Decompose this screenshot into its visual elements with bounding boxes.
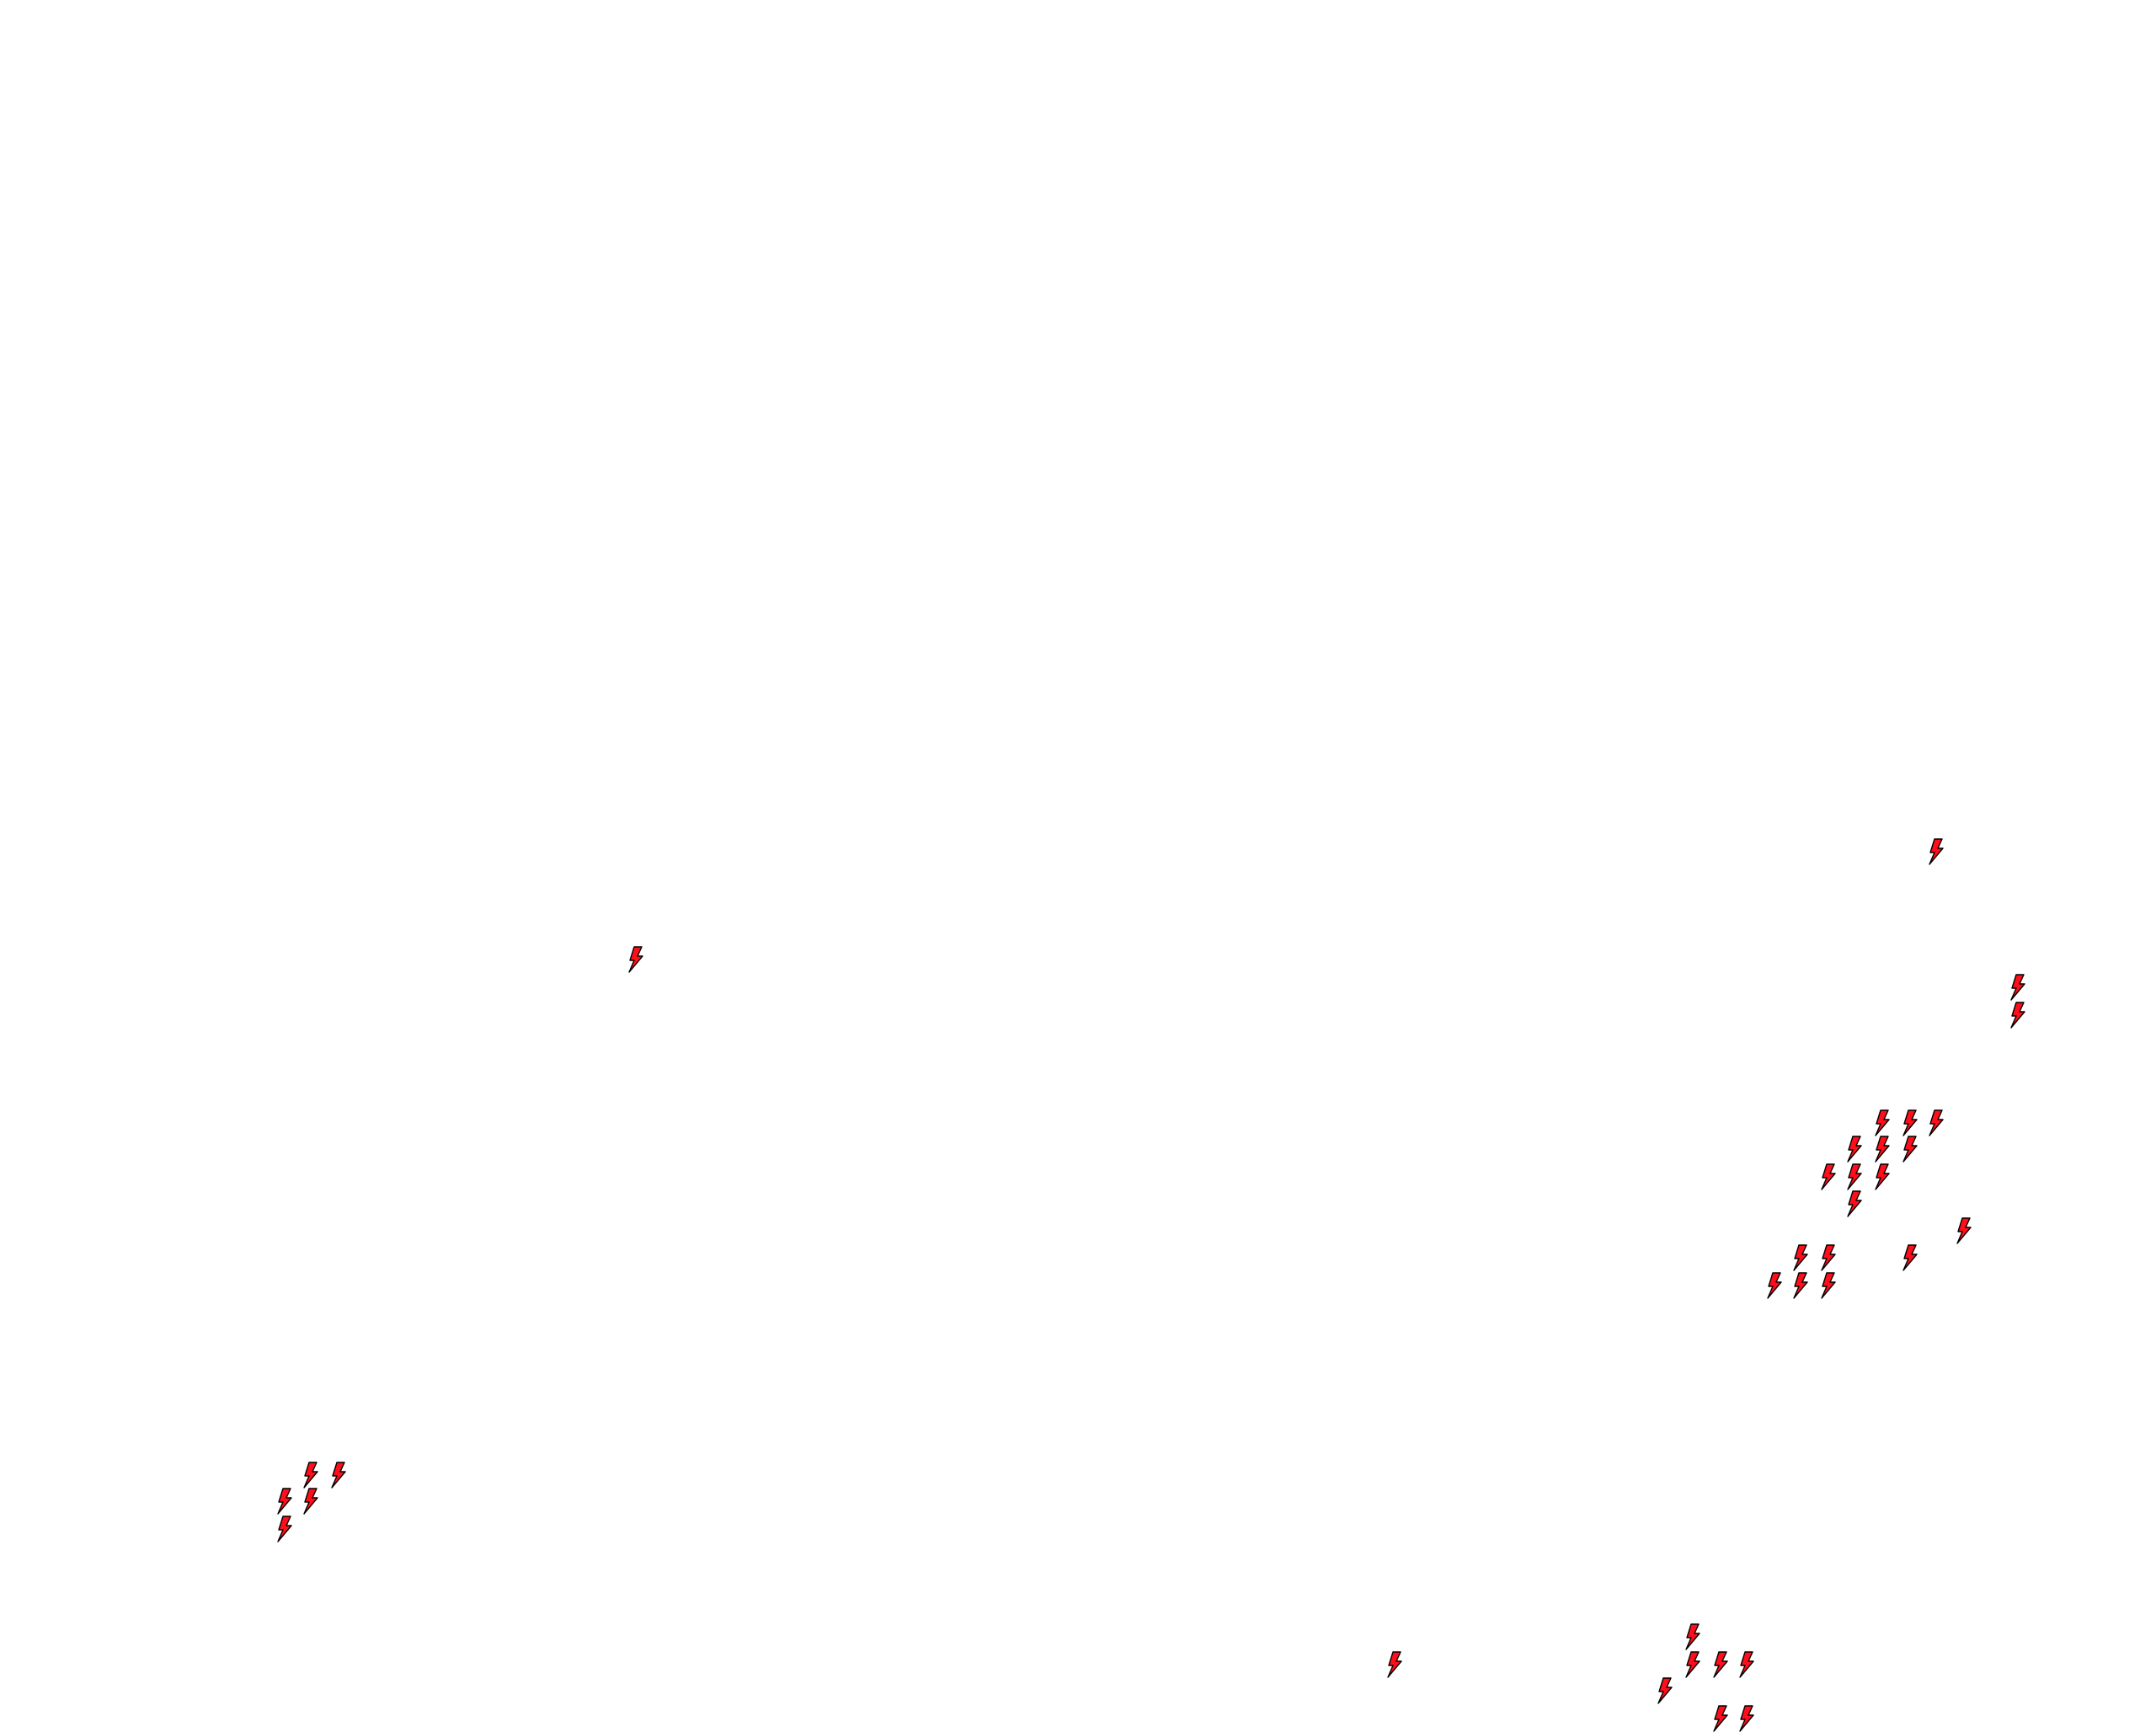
lightning-bolt-icon[interactable] [2009, 1001, 2026, 1029]
lightning-bolt-icon[interactable] [302, 1462, 319, 1489]
lightning-bolt-icon[interactable] [1766, 1272, 1783, 1299]
lightning-bolt-icon[interactable] [1820, 1272, 1837, 1299]
lightning-bolt-icon[interactable] [1928, 1109, 1945, 1136]
lightning-bolt-icon[interactable] [1657, 1677, 1673, 1704]
lightning-bolt-icon[interactable] [330, 1462, 347, 1489]
lightning-bolt-icon[interactable] [1712, 1705, 1729, 1732]
lightning-bolt-icon[interactable] [1820, 1163, 1837, 1190]
lightning-bolt-icon[interactable] [1386, 1651, 1403, 1678]
lightning-bolt-icon[interactable] [1902, 1135, 1919, 1163]
lightning-bolt-icon[interactable] [1684, 1651, 1701, 1678]
lightning-bolt-icon[interactable] [1902, 1244, 1919, 1272]
lightning-bolt-icon[interactable] [1874, 1109, 1891, 1136]
lightning-bolt-icon[interactable] [1846, 1135, 1863, 1163]
lightning-bolt-icon[interactable] [1792, 1272, 1809, 1299]
lightning-bolt-icon[interactable] [1738, 1651, 1755, 1678]
lightning-bolt-icon[interactable] [1874, 1163, 1891, 1190]
lightning-bolt-icon[interactable] [1874, 1135, 1891, 1163]
lightning-bolt-icon[interactable] [1684, 1623, 1701, 1650]
lightning-bolt-icon[interactable] [1820, 1244, 1837, 1272]
lightning-bolt-icon[interactable] [2009, 973, 2026, 1001]
lightning-bolt-icon[interactable] [627, 946, 644, 973]
lightning-bolt-icon[interactable] [1956, 1216, 1972, 1244]
lightning-bolt-icon[interactable] [1792, 1244, 1809, 1272]
lightning-bolt-icon[interactable] [1902, 1109, 1919, 1136]
lightning-bolt-icon[interactable] [276, 1488, 293, 1515]
lightning-bolt-icon[interactable] [1846, 1163, 1863, 1190]
lightning-bolt-icon[interactable] [302, 1488, 319, 1515]
lightning-bolt-icon[interactable] [1846, 1190, 1863, 1218]
lightning-bolt-icon[interactable] [1928, 838, 1945, 865]
lightning-bolt-icon[interactable] [1738, 1705, 1755, 1732]
lightning-bolt-icon[interactable] [1712, 1651, 1729, 1678]
lightning-bolt-icon[interactable] [276, 1516, 293, 1542]
